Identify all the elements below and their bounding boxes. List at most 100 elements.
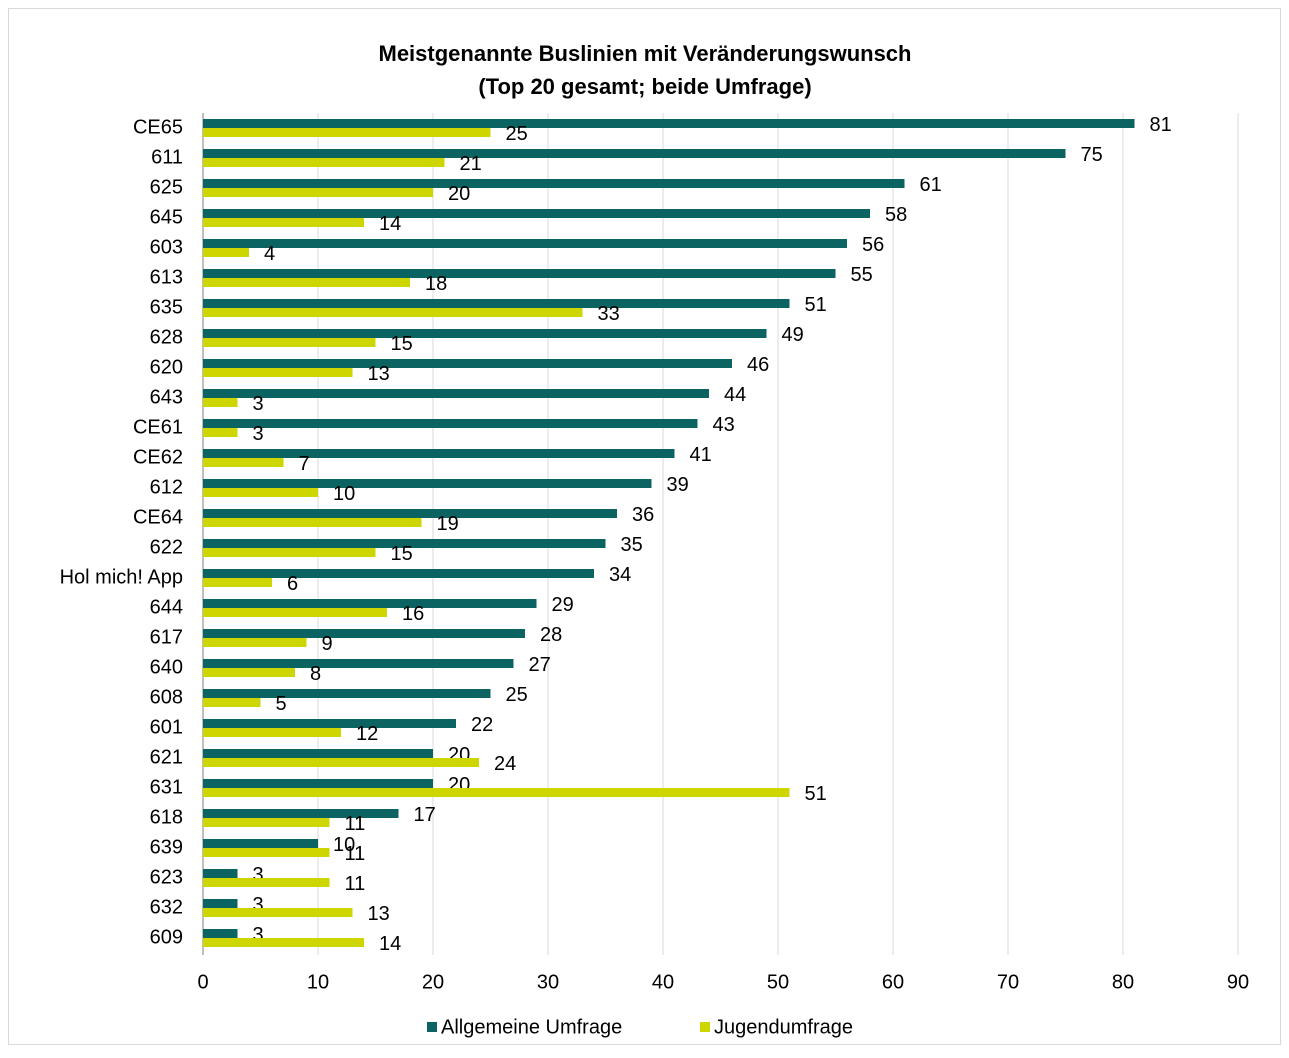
y-tick-label: 632: [150, 896, 183, 918]
y-tick-label: 609: [150, 926, 183, 948]
value-label: 46: [747, 354, 769, 376]
bar: [203, 119, 1135, 128]
bar: [203, 149, 1066, 158]
bar: [203, 878, 330, 887]
value-label: 11: [345, 813, 366, 835]
bar: [203, 368, 353, 377]
bar: [203, 479, 652, 488]
y-tick-label: 643: [150, 386, 183, 408]
bar: [203, 848, 330, 857]
y-tick-label: CE64: [133, 506, 183, 528]
value-label: 13: [368, 903, 390, 925]
value-label: 15: [391, 333, 413, 355]
value-label: 41: [690, 444, 712, 466]
bar: [203, 308, 583, 317]
value-label: 18: [425, 273, 447, 295]
x-tick-label: 50: [767, 971, 789, 993]
bar: [203, 938, 364, 947]
bar: [203, 578, 272, 587]
y-tick-label: 617: [150, 626, 183, 648]
x-tick-label: 60: [882, 971, 904, 993]
value-label: 29: [552, 594, 574, 616]
value-label: 34: [609, 564, 631, 586]
bar: [203, 359, 732, 368]
x-tick-label: 70: [997, 971, 1019, 993]
value-label: 28: [540, 624, 562, 646]
value-label: 35: [621, 534, 643, 556]
bar: [203, 389, 709, 398]
value-label: 51: [805, 294, 827, 316]
bar: [203, 668, 295, 677]
value-label: 7: [299, 453, 310, 475]
x-tick-label: 0: [197, 971, 208, 993]
y-tick-label: 639: [150, 836, 183, 858]
value-label: 27: [529, 654, 551, 676]
value-label: 81: [1150, 114, 1172, 136]
value-label: 15: [391, 543, 413, 565]
bar: [203, 338, 376, 347]
value-label: 43: [713, 414, 735, 436]
bar: [203, 788, 790, 797]
bar: [203, 548, 376, 557]
value-label: 51: [805, 783, 827, 805]
bar: [203, 839, 318, 848]
y-tick-label: 621: [150, 746, 183, 768]
bar: [203, 599, 537, 608]
value-label: 11: [345, 873, 366, 895]
bar: [203, 608, 387, 617]
legend-marker: [427, 1022, 437, 1032]
value-label: 3: [253, 393, 264, 415]
value-label: 61: [920, 174, 942, 196]
y-tick-label: 601: [150, 716, 183, 738]
bar: [203, 179, 905, 188]
value-label: 9: [322, 633, 333, 655]
bar: [203, 128, 491, 137]
bar: [203, 899, 238, 908]
bar: [203, 719, 456, 728]
chart-subtitle: (Top 20 gesamt; beide Umfrage): [478, 74, 811, 99]
legend-label: Jugendumfrage: [714, 1016, 853, 1038]
bar: [203, 329, 767, 338]
bar: [203, 299, 790, 308]
value-label: 4: [264, 243, 275, 265]
x-tick-label: 10: [307, 971, 329, 993]
bar: [203, 629, 525, 638]
value-label: 12: [356, 723, 378, 745]
y-tick-label: 625: [150, 176, 183, 198]
value-label: 3: [253, 423, 264, 445]
bar: [203, 218, 364, 227]
bar: [203, 908, 353, 917]
value-label: 24: [494, 753, 516, 775]
value-label: 10: [333, 483, 355, 505]
bar: [203, 758, 479, 767]
y-tick-label: 618: [150, 806, 183, 828]
bar: [203, 458, 284, 467]
value-label: 3: [253, 864, 264, 886]
bar: [203, 209, 870, 218]
y-tick-label: 620: [150, 356, 183, 378]
bar: [203, 428, 238, 437]
y-tick-label: 611: [151, 146, 183, 168]
value-label: 58: [885, 204, 907, 226]
bar: [203, 509, 617, 518]
value-label: 16: [402, 603, 424, 625]
value-label: 22: [471, 714, 493, 736]
value-label: 5: [276, 693, 287, 715]
value-label: 19: [437, 513, 459, 535]
y-tick-label: 608: [150, 686, 183, 708]
value-label: 20: [448, 183, 470, 205]
y-tick-label: Hol mich! App: [60, 566, 183, 588]
legend-marker: [700, 1022, 710, 1032]
y-tick-label: 628: [150, 326, 183, 348]
value-label: 13: [368, 363, 390, 385]
bar: [203, 818, 330, 827]
bar: [203, 689, 491, 698]
value-label: 14: [379, 213, 401, 235]
y-tick-label: 645: [150, 206, 183, 228]
bar: [203, 749, 433, 758]
value-label: 49: [782, 324, 804, 346]
y-tick-label: 640: [150, 656, 183, 678]
value-label: 10: [333, 834, 355, 856]
value-label: 55: [851, 264, 873, 286]
